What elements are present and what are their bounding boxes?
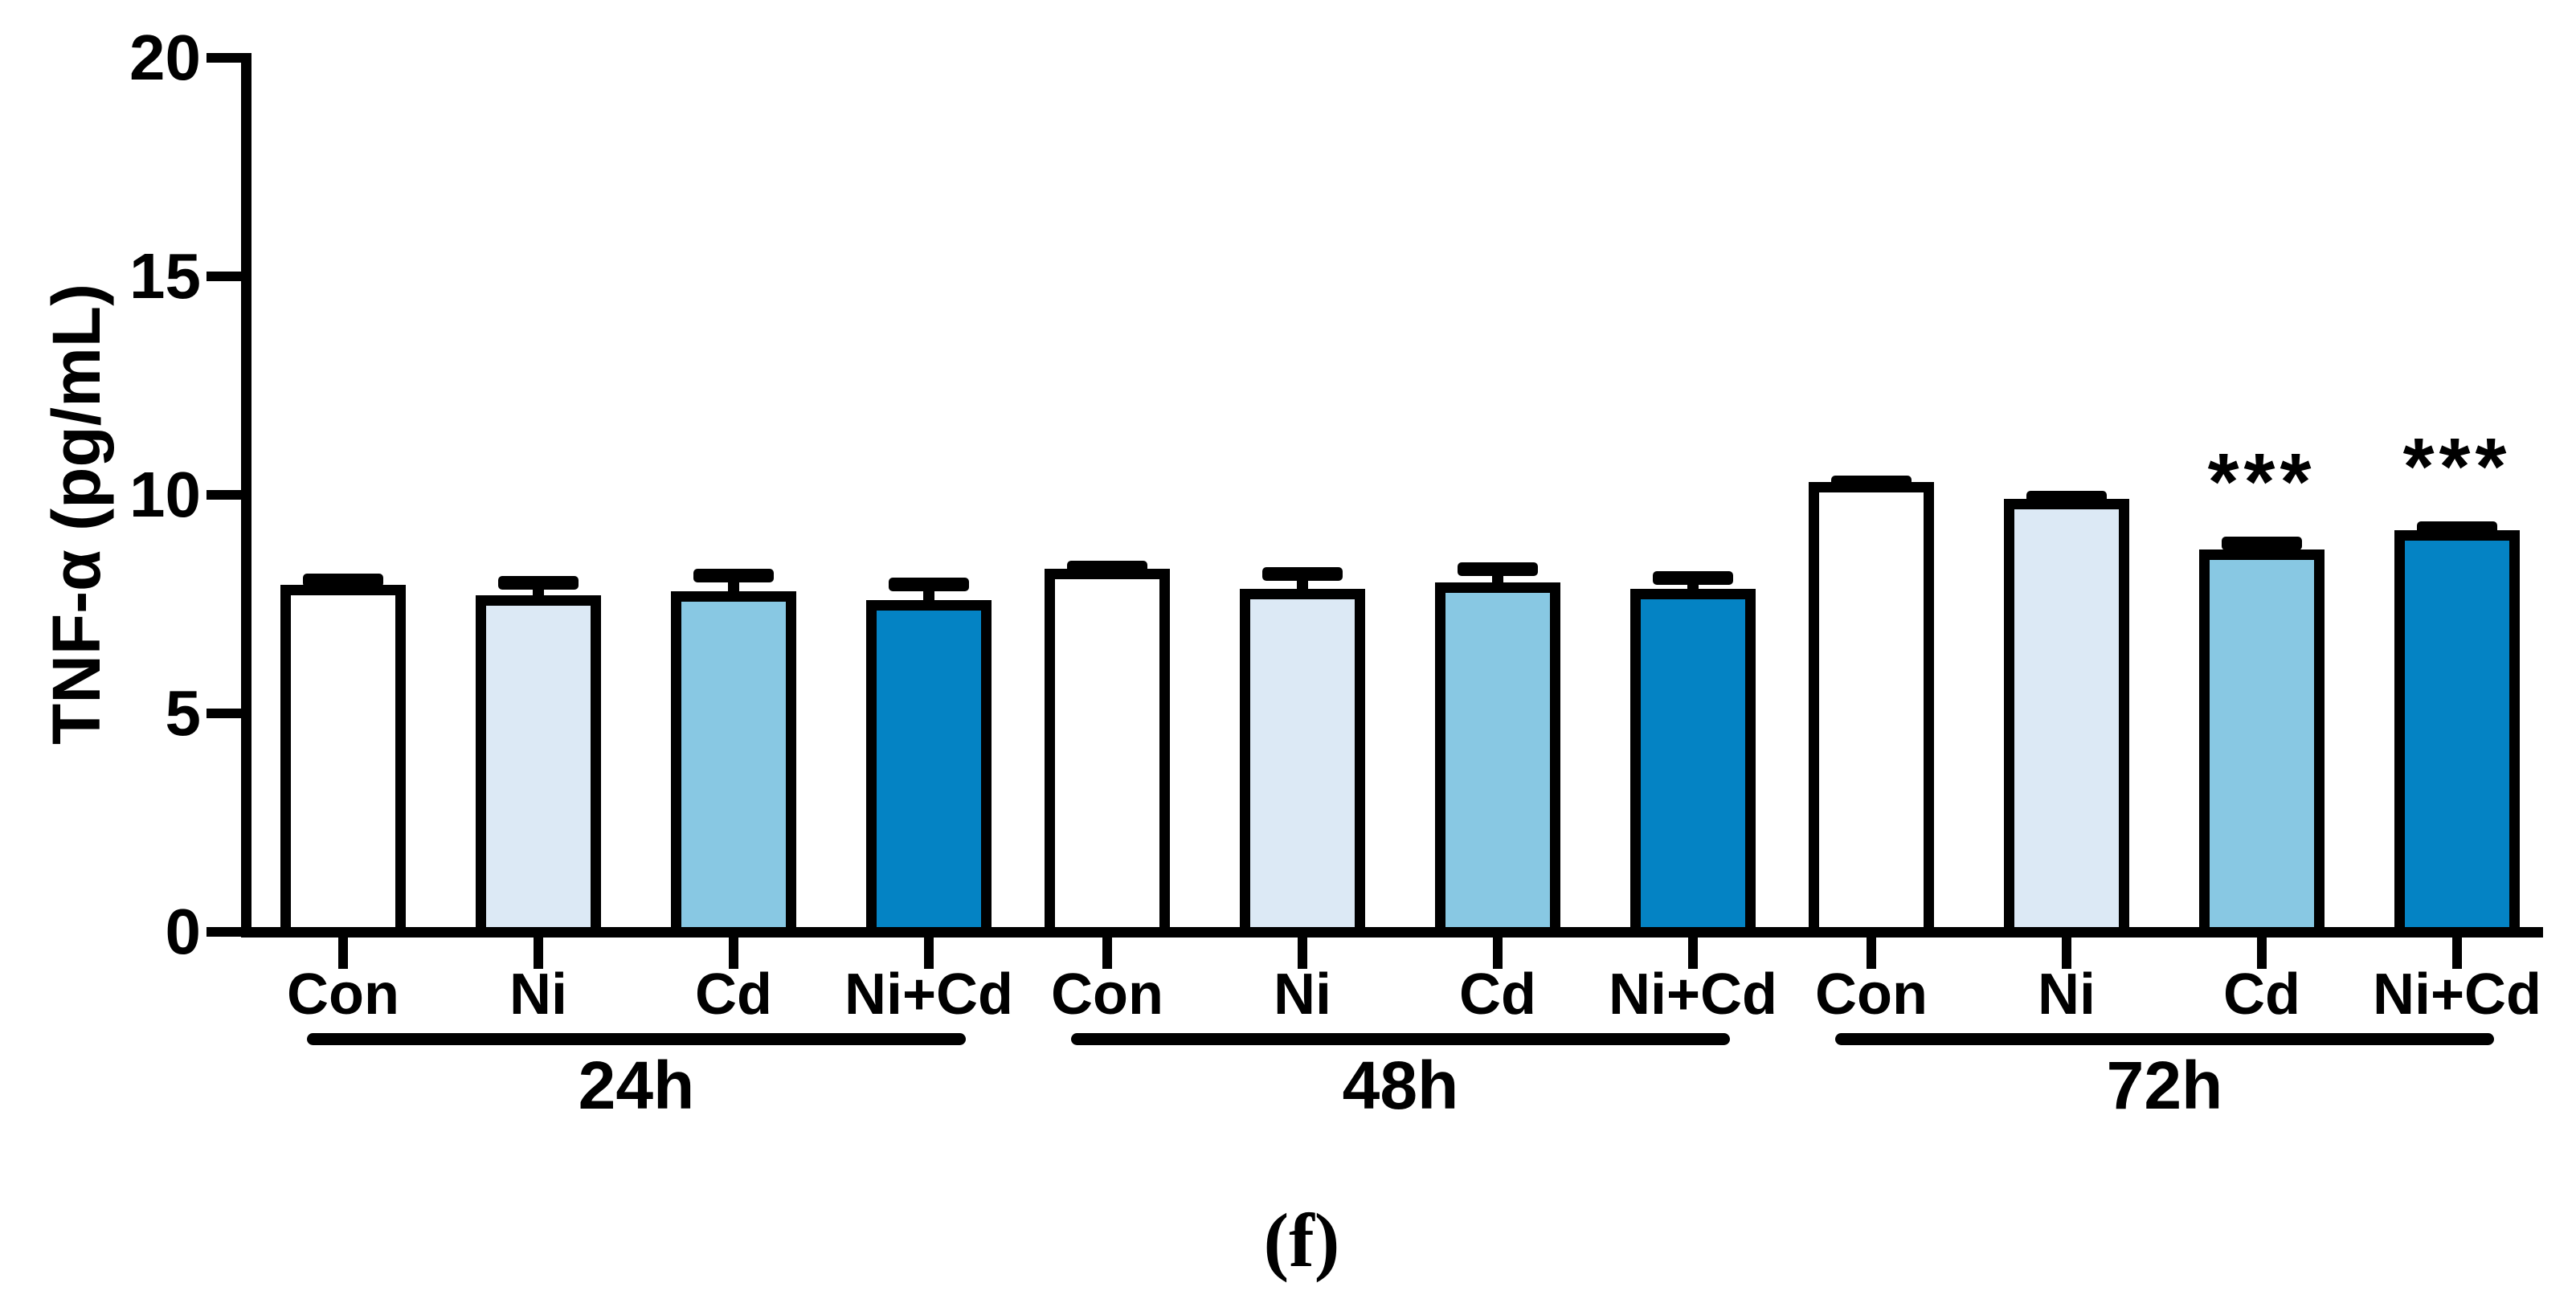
- group-underline-48h: [1071, 1033, 1730, 1045]
- x-tick-con-48h: [1102, 932, 1112, 969]
- category-label-con-72h: Con: [1815, 962, 1928, 1027]
- y-tick-15: [206, 272, 241, 281]
- x-axis-line: [241, 927, 2543, 938]
- bar-cd-24h: [671, 591, 796, 938]
- bar-con-72h: [1809, 482, 1934, 938]
- category-label-ni-72h: Ni: [2038, 962, 2096, 1027]
- x-tick-con-24h: [338, 932, 348, 969]
- group-label-72h: 72h: [2106, 1048, 2223, 1123]
- group-underline-24h: [307, 1033, 966, 1045]
- bar-cd-48h: [1435, 582, 1560, 938]
- y-tick-0: [206, 927, 241, 937]
- category-label-con-48h: Con: [1051, 962, 1163, 1027]
- y-tick-label-15: 15: [129, 240, 201, 312]
- bar-con-24h: [280, 585, 406, 938]
- x-tick-ni-48h: [1298, 932, 1307, 969]
- y-tick-label-20: 20: [129, 22, 201, 93]
- category-label-ni-48h: Ni: [1274, 962, 1331, 1027]
- x-tick-cd-48h: [1493, 932, 1503, 969]
- significance-ni-cd-72h: ***: [2402, 422, 2512, 512]
- category-label-cd-72h: Cd: [2223, 962, 2300, 1027]
- error-bar-cap-con-24h: [303, 574, 383, 587]
- group-label-48h: 48h: [1342, 1048, 1459, 1123]
- x-tick-cd-24h: [729, 932, 738, 969]
- category-label-ni-cd-72h: Ni+Cd: [2372, 962, 2542, 1027]
- y-tick-10: [206, 490, 241, 500]
- bar-con-48h: [1045, 569, 1170, 938]
- x-tick-ni-cd-48h: [1688, 932, 1698, 969]
- y-tick-20: [206, 53, 241, 63]
- x-tick-ni-24h: [534, 932, 543, 969]
- category-label-ni-cd-24h: Ni+Cd: [844, 962, 1014, 1027]
- group-underline-72h: [1835, 1033, 2494, 1045]
- x-tick-con-72h: [1867, 932, 1876, 969]
- figure-caption: (f): [1263, 1198, 1340, 1283]
- x-tick-cd-72h: [2257, 932, 2267, 969]
- error-bar-cap-ni-cd-24h: [889, 578, 969, 591]
- y-axis-line: [241, 53, 251, 938]
- category-label-cd-24h: Cd: [695, 962, 772, 1027]
- bar-ni-24h: [476, 595, 601, 938]
- y-tick-label-5: 5: [165, 677, 202, 749]
- category-label-cd-48h: Cd: [1459, 962, 1536, 1027]
- significance-cd-72h: ***: [2207, 437, 2316, 527]
- error-bar-cap-cd-72h: [2222, 537, 2302, 550]
- group-label-24h: 24h: [578, 1048, 695, 1123]
- category-label-con-24h: Con: [287, 962, 399, 1027]
- bar-ni-cd-48h: [1630, 589, 1756, 938]
- bar-ni-cd-72h: [2394, 530, 2520, 938]
- error-bar-cap-ni-24h: [498, 576, 579, 590]
- y-tick-5: [206, 709, 241, 718]
- bar-ni-48h: [1240, 589, 1365, 938]
- x-tick-ni-cd-24h: [924, 932, 934, 969]
- category-label-ni-24h: Ni: [509, 962, 567, 1027]
- bar-ni-cd-24h: [866, 600, 992, 938]
- x-tick-ni-cd-72h: [2452, 932, 2462, 969]
- error-bar-cap-cd-24h: [693, 569, 774, 582]
- error-bar-cap-ni-cd-48h: [1653, 571, 1733, 585]
- x-tick-ni-72h: [2062, 932, 2071, 969]
- y-tick-label-10: 10: [129, 459, 201, 530]
- y-tick-label-0: 0: [165, 896, 202, 967]
- error-bar-cap-cd-48h: [1458, 562, 1538, 576]
- error-bar-cap-ni-48h: [1262, 567, 1343, 581]
- category-label-ni-cd-48h: Ni+Cd: [1608, 962, 1778, 1027]
- bar-ni-72h: [2004, 499, 2129, 938]
- bar-cd-72h: [2199, 549, 2325, 938]
